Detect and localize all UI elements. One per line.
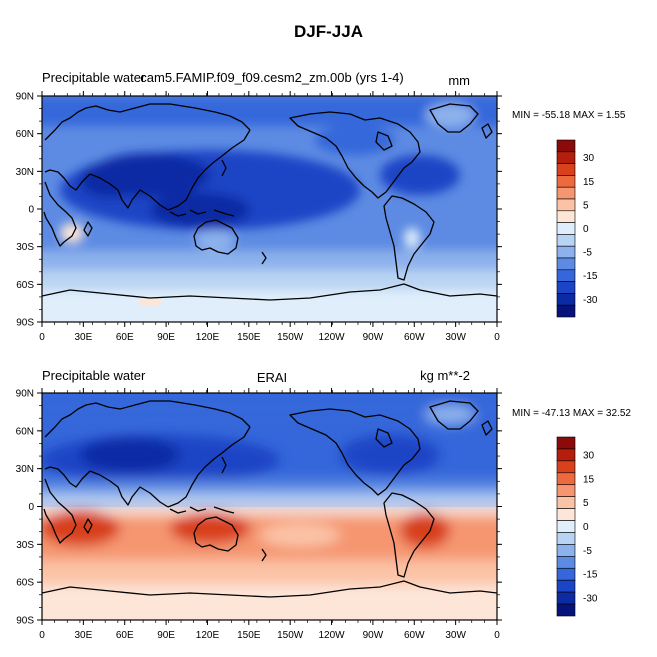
colorbar-swatch — [556, 448, 576, 462]
lon-tick-label: 120W — [318, 332, 345, 343]
lon-tick-label: 30E — [74, 332, 92, 343]
map-axes: 90N 60N 30N 0 30S 60S 90S 0 30E 60E 90E 120E 150E 150… — [16, 91, 502, 641]
lat-tick-label: 0 — [28, 205, 34, 216]
lon-tick-label: 0 — [494, 332, 500, 343]
map-panel-model — [42, 96, 497, 322]
lon-tick-label: 30E — [74, 630, 92, 641]
colorbar-swatch — [556, 591, 576, 605]
colorbar-label: -5 — [583, 546, 592, 557]
colorbar-swatch — [556, 460, 576, 474]
lon-tick-label: 150W — [277, 630, 304, 641]
lon-tick-label: 30W — [445, 332, 466, 343]
lon-tick-label: 0 — [494, 630, 500, 641]
panel1-variable-label: Precipitable water — [42, 70, 146, 85]
colorbar-label: 15 — [583, 177, 595, 188]
lat-tick-label: 30N — [16, 167, 34, 178]
lat-tick-label: 30N — [16, 464, 34, 475]
colorbar-swatch — [556, 163, 576, 176]
colorbar-label: 30 — [583, 153, 595, 164]
colorbar-label: 0 — [583, 522, 589, 533]
lon-tick-label: 60E — [116, 630, 134, 641]
colorbar-swatch — [556, 269, 576, 282]
panel2-case-label: ERAI — [256, 370, 288, 385]
colorbar-label: -30 — [583, 594, 598, 605]
panel2-units-label: kg m**-2 — [420, 368, 470, 383]
colorbar-swatch — [556, 544, 576, 557]
lon-tick-label: 150E — [237, 630, 261, 641]
colorbar-swatch — [556, 484, 576, 497]
colorbar-swatch — [556, 567, 576, 581]
colorbar-label: -15 — [583, 271, 598, 282]
lon-tick-label: 30W — [445, 630, 466, 641]
colorbar-swatch — [556, 151, 576, 164]
lat-tick-label: 60N — [16, 129, 34, 140]
lon-tick-label: 120E — [196, 630, 220, 641]
colorbar-label: 30 — [583, 450, 595, 461]
lat-tick-label: 30S — [16, 242, 34, 253]
colorbar-swatch — [556, 245, 576, 259]
lon-tick-label: 120E — [196, 332, 220, 343]
page-title: DJF-JJA — [294, 22, 363, 41]
lat-tick-label: 60N — [16, 426, 34, 437]
colorbar-swatch — [556, 603, 576, 617]
lon-tick-label: 0 — [39, 630, 45, 641]
lat-tick-label: 30S — [16, 540, 34, 551]
colorbar-model: 30 15 5 0 -5 -15 -30 — [556, 139, 598, 318]
colorbar-label: -30 — [583, 295, 598, 306]
colorbar-swatch — [556, 293, 576, 306]
colorbar-swatch — [556, 532, 576, 545]
colorbar-swatch — [556, 210, 576, 223]
lon-tick-label: 0 — [39, 332, 45, 343]
lon-tick-label: 120W — [318, 630, 345, 641]
lon-tick-label: 60W — [404, 630, 425, 641]
lon-tick-label: 60W — [404, 332, 425, 343]
colorbar-label: -5 — [583, 248, 592, 259]
lat-tick-label: 90N — [16, 92, 34, 103]
panel1-units-label: mm — [448, 73, 470, 88]
colorbar-swatch — [556, 508, 576, 521]
colorbar-label: -15 — [583, 570, 598, 581]
colorbar-swatch — [556, 579, 576, 593]
colorbar-label: 15 — [583, 474, 595, 485]
lon-tick-label: 90W — [363, 332, 384, 343]
lon-tick-label: 150W — [277, 332, 304, 343]
lon-tick-label: 150E — [237, 332, 261, 343]
colorbar-label: 5 — [583, 200, 589, 211]
lat-tick-label: 90S — [16, 318, 34, 329]
panel1-minmax: MIN = -55.18 MAX = 1.55 — [512, 110, 626, 121]
colorbar-label: 5 — [583, 498, 589, 509]
lat-tick-label: 90N — [16, 389, 34, 400]
colorbar-swatch — [556, 186, 576, 200]
panel2-variable-label: Precipitable water — [42, 368, 146, 383]
colorbar-swatch — [556, 257, 576, 271]
colorbar-swatch — [556, 281, 576, 294]
colorbar-swatch — [556, 304, 576, 318]
colorbar-swatch — [556, 472, 576, 486]
lat-tick-label: 60S — [16, 578, 34, 589]
lat-tick-label: 60S — [16, 280, 34, 291]
coastlines — [41, 103, 498, 301]
colorbar-swatch — [556, 175, 576, 188]
colorbar-swatch — [556, 556, 576, 569]
colorbar-swatch — [556, 139, 576, 153]
lat-tick-label: 0 — [28, 502, 34, 513]
colorbar-swatch — [556, 222, 576, 235]
colorbar-label: 0 — [583, 224, 589, 235]
colorbar-swatch — [556, 520, 576, 533]
colorbar-swatch — [556, 436, 576, 450]
colorbar-swatch — [556, 198, 576, 212]
panel1-case-label: cam5.FAMIP.f09_f09.cesm2_zm.00b (yrs 1-4… — [140, 70, 404, 85]
colorbar-swatch — [556, 496, 576, 509]
colorbar-erai: 30 15 5 0 -5 -15 -30 — [556, 436, 598, 617]
lon-tick-label: 90E — [157, 630, 175, 641]
lon-tick-label: 60E — [116, 332, 134, 343]
lat-tick-label: 90S — [16, 616, 34, 627]
panel2-minmax: MIN = -47.13 MAX = 32.52 — [512, 408, 631, 419]
colorbar-swatch — [556, 234, 576, 247]
lon-tick-label: 90E — [157, 332, 175, 343]
lon-tick-label: 90W — [363, 630, 384, 641]
